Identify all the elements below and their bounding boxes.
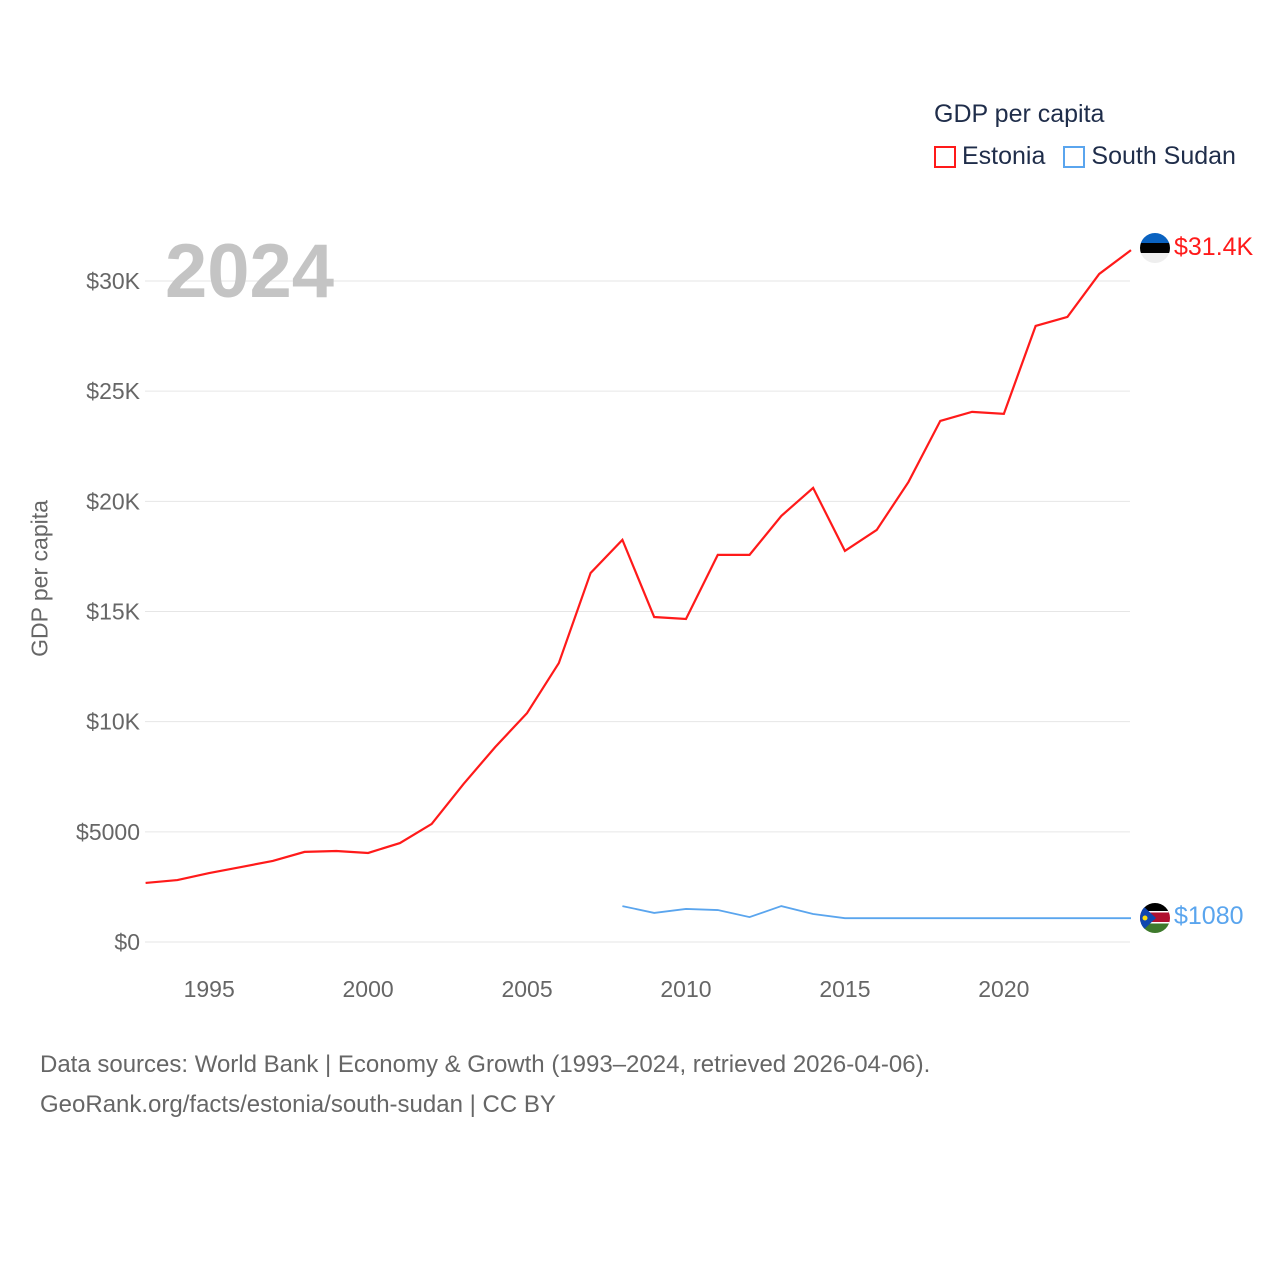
y-tick-label: $5000 xyxy=(76,819,140,845)
x-tick-label: 2020 xyxy=(978,976,1029,1002)
x-tick-label: 1995 xyxy=(184,976,235,1002)
south-sudan-end-label: $1080 xyxy=(1174,902,1244,930)
x-tick-label: 2000 xyxy=(343,976,394,1002)
x-tick-label: 2005 xyxy=(501,976,552,1002)
x-tick-label: 2015 xyxy=(819,976,870,1002)
y-tick-label: $20K xyxy=(86,488,140,514)
series-line-estonia xyxy=(145,249,1132,885)
legend-label: Estonia xyxy=(962,142,1046,170)
legend-title: GDP per capita xyxy=(934,100,1105,128)
legend: Estonia South Sudan xyxy=(934,142,1254,171)
legend-item-south-sudan[interactable]: South Sudan xyxy=(1063,142,1236,171)
y-tick-label: $0 xyxy=(114,929,140,955)
source-link[interactable]: GeoRank.org/facts/estonia/south-sudan | … xyxy=(40,1091,556,1118)
current-year-label: 2024 xyxy=(165,229,335,314)
y-tick-label: $25K xyxy=(86,378,140,404)
legend-label: South Sudan xyxy=(1091,142,1236,170)
legend-item-estonia[interactable]: Estonia xyxy=(934,142,1045,171)
y-tick-label: $15K xyxy=(86,599,140,625)
estonia-flag-icon xyxy=(1140,233,1170,263)
y-tick-label: $30K xyxy=(86,268,140,294)
source-line: Data sources: World Bank | Economy & Gro… xyxy=(40,1051,931,1078)
y-tick-label: $10K xyxy=(86,709,140,735)
x-tick-label: 2010 xyxy=(660,976,711,1002)
source-note: Data sources: World Bank | Economy & Gro… xyxy=(40,1045,930,1125)
south-sudan-flag-icon xyxy=(1140,903,1170,933)
series-line-south-sudan xyxy=(622,905,1131,920)
estonia-end-label: $31.4K xyxy=(1174,233,1254,261)
legend-swatch xyxy=(934,145,956,168)
legend-swatch xyxy=(1063,145,1086,168)
y-axis-label: GDP per capita xyxy=(26,500,53,657)
